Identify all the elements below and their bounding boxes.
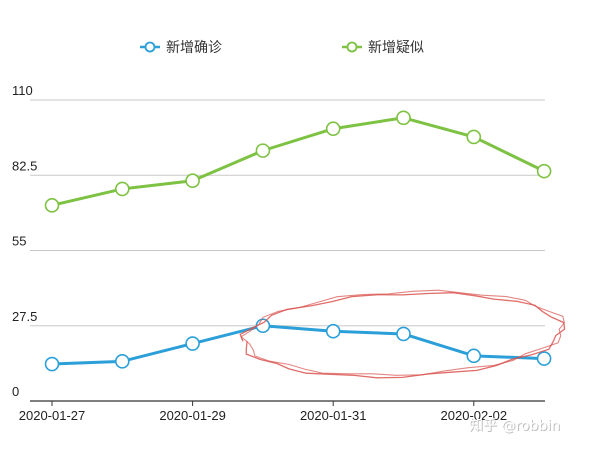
- series-0-point: [325, 323, 341, 339]
- x-tick-label: 2020-01-31: [300, 408, 367, 423]
- series-1-point: [255, 143, 271, 158]
- series-0-point: [396, 326, 411, 342]
- y-tick-label: 27.5: [12, 309, 37, 324]
- series-0-point: [536, 351, 552, 366]
- series-1-point: [396, 110, 411, 126]
- watermark-text-shadow: 知乎 @robbin: [470, 418, 561, 435]
- series-0-point: [466, 348, 482, 364]
- legend: 新增确诊 新增疑似: [140, 40, 424, 56]
- series-1-point: [44, 198, 60, 213]
- y-tick-label: 82.5: [12, 158, 37, 173]
- annotation-layer: [239, 289, 566, 379]
- series-layer: [44, 110, 552, 372]
- annotation-ellipse: [239, 292, 566, 379]
- series-0-point: [115, 354, 130, 369]
- y-axis-ticks: 0 27.5 55 82.5 110: [12, 83, 37, 399]
- series-1-point: [536, 163, 552, 179]
- legend-marker-0: [144, 41, 156, 53]
- x-axis-ticks: 2020-01-27 2020-01-29 2020-01-31 2020-02-02: [19, 401, 507, 423]
- legend-label-1: 新增疑似: [368, 40, 424, 56]
- series-1-point: [325, 121, 341, 137]
- legend-label-0: 新增确诊: [166, 40, 222, 56]
- grid-lines: [30, 99, 545, 327]
- y-tick-label: 0: [12, 384, 19, 399]
- legend-marker-1: [346, 41, 358, 53]
- series-0-point: [185, 336, 200, 351]
- series-line-0: [50, 324, 546, 366]
- watermark-text: 知乎 @robbin: [469, 417, 560, 434]
- watermark: 知乎 @robbin 知乎 @robbin: [469, 417, 561, 435]
- x-tick-label: 2020-02-02: [441, 408, 508, 423]
- series-1-point: [115, 181, 130, 197]
- x-tick-label: 2020-01-29: [159, 408, 226, 423]
- series-0-point: [44, 356, 60, 372]
- x-tick-label: 2020-01-27: [19, 408, 86, 423]
- series-line-1: [50, 116, 546, 207]
- y-tick-label: 55: [12, 234, 26, 249]
- annotation-ellipse-stroke: [240, 289, 565, 376]
- y-tick-label: 110: [12, 83, 33, 98]
- series-1-point: [466, 129, 482, 145]
- series-1-point: [185, 173, 200, 189]
